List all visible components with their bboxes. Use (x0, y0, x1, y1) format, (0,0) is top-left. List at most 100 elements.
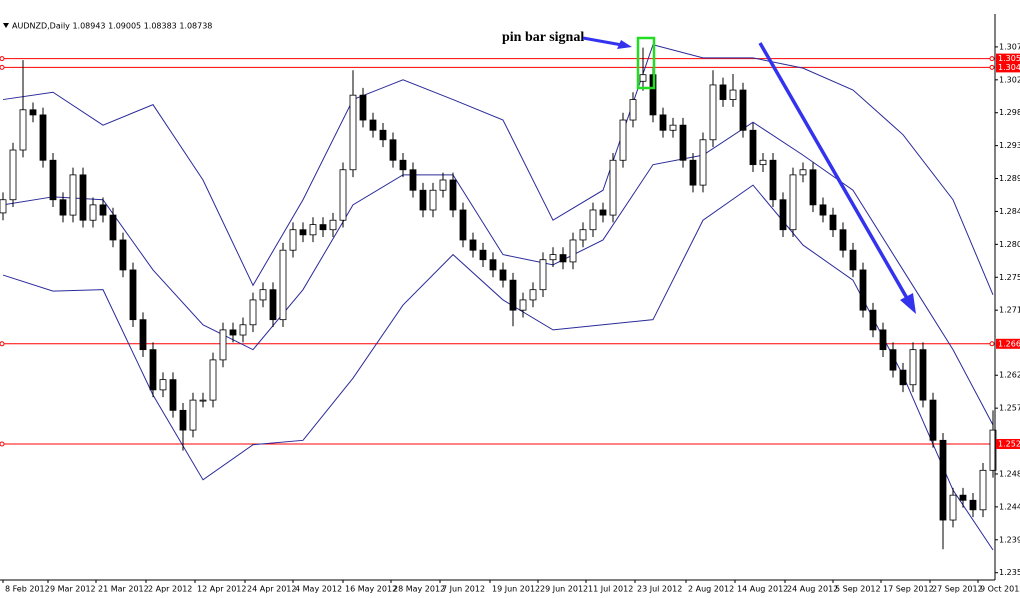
candle-body (109, 214, 117, 241)
bollinger-band (2, 44, 994, 296)
candle-body (359, 94, 367, 121)
candle-body (679, 124, 687, 161)
candle-body (9, 149, 17, 201)
x-tick-label: 28 May 2012 (393, 585, 445, 594)
candle-body (839, 229, 847, 251)
plot-area (0, 44, 997, 551)
annotation-text: pin bar signal (502, 30, 584, 45)
y-tick-label: 1.3072 (999, 42, 1020, 51)
level-label: 1.2529 (998, 439, 1020, 448)
candle-body (299, 229, 307, 236)
candle-body (409, 169, 417, 191)
x-tick-label: 14 Aug 2012 (737, 585, 788, 594)
level-handle (0, 56, 5, 62)
level-label: 1.3044 (998, 63, 1020, 72)
candle-body (89, 204, 97, 221)
candle-body (39, 114, 47, 161)
candle-body (799, 169, 807, 176)
x-tick-label: 23 Jul 2012 (637, 585, 682, 594)
candle-body (779, 199, 787, 231)
pin-bar-highlight (636, 36, 656, 90)
candle-body (699, 139, 707, 186)
candle-body (939, 439, 947, 521)
candle-body (169, 379, 177, 411)
candle-body (209, 359, 217, 401)
x-tick-label: 9 Mar 2012 (50, 585, 96, 594)
candle-body (889, 349, 897, 371)
candle-body (449, 179, 457, 211)
candle-body (129, 269, 137, 321)
x-tick-label: 11 Jul 2012 (588, 585, 633, 594)
candle-body (229, 329, 237, 336)
y-tick-label: 1.2847 (999, 207, 1020, 216)
candle-body (479, 249, 487, 261)
candle-body (429, 189, 437, 211)
y-tick-label: 1.2982 (999, 108, 1020, 117)
candle-body (689, 159, 697, 186)
x-tick-label: 19 Jun 2012 (492, 585, 540, 594)
x-tick-label: 7 Jun 2012 (442, 585, 485, 594)
candle-body (949, 494, 957, 521)
collapse-icon (3, 23, 9, 28)
candle-body (589, 209, 597, 231)
candle-body (179, 409, 187, 431)
candle-body (149, 349, 157, 391)
candle-body (79, 174, 87, 221)
x-tick-label: 9 Oct 2012 (980, 585, 1020, 594)
x-tick-label: 16 May 2012 (345, 585, 397, 594)
candle-body (509, 279, 517, 311)
level-label-box (996, 338, 1020, 349)
candle-body (969, 499, 977, 511)
level-handle (989, 64, 995, 70)
candle-body (819, 204, 827, 216)
candle-body (319, 224, 327, 231)
y-tick-label: 1.2578 (999, 404, 1020, 413)
candle-body (199, 399, 207, 402)
candle-body (529, 289, 537, 301)
candle-body (559, 254, 567, 263)
candle-body (789, 174, 797, 231)
level-handle (989, 341, 995, 347)
candle-body (639, 74, 647, 82)
y-tick-label: 1.2623 (999, 371, 1020, 380)
candle-body (809, 169, 817, 206)
y-tick-label: 1.2488 (999, 469, 1020, 478)
x-tick-label: 17 Sep 2012 (883, 585, 934, 594)
candle-body (289, 229, 297, 251)
level-handle (0, 64, 5, 70)
candle-body (759, 159, 767, 166)
level-label: 1.2666 (998, 339, 1020, 348)
candle-body (519, 299, 527, 311)
candle-body (19, 109, 27, 151)
bollinger-band (2, 184, 994, 551)
candle-body (329, 219, 337, 231)
level-handle (989, 56, 995, 62)
x-tick-label: 2 Apr 2012 (148, 585, 192, 594)
y-tick-label: 1.2757 (999, 273, 1020, 282)
y-tick-label: 1.2443 (999, 502, 1020, 511)
candle-body (489, 259, 497, 271)
candle-body (729, 89, 737, 100)
candle-body (399, 159, 407, 171)
y-tick-label: 1.2892 (999, 174, 1020, 183)
trend-arrow (758, 42, 910, 301)
candle-body (499, 269, 507, 281)
candle-body (189, 399, 197, 431)
candle-body (49, 159, 57, 201)
candle-body (349, 94, 357, 171)
x-tick-label: 5 Sep 2012 (835, 585, 881, 594)
candle-body (459, 209, 467, 241)
candle-body (859, 269, 867, 311)
x-tick-label: 27 Sep 2012 (932, 585, 983, 594)
y-tick-label: 1.2353 (999, 568, 1020, 577)
x-tick-label: 12 Apr 2012 (197, 585, 246, 594)
candle-body (0, 199, 7, 214)
candle-body (419, 189, 427, 211)
candle-body (339, 169, 347, 221)
candle-body (929, 399, 937, 441)
candle-body (829, 214, 837, 231)
candle-body (539, 259, 547, 291)
level-label-box (996, 62, 1020, 73)
candle-body (619, 119, 627, 161)
